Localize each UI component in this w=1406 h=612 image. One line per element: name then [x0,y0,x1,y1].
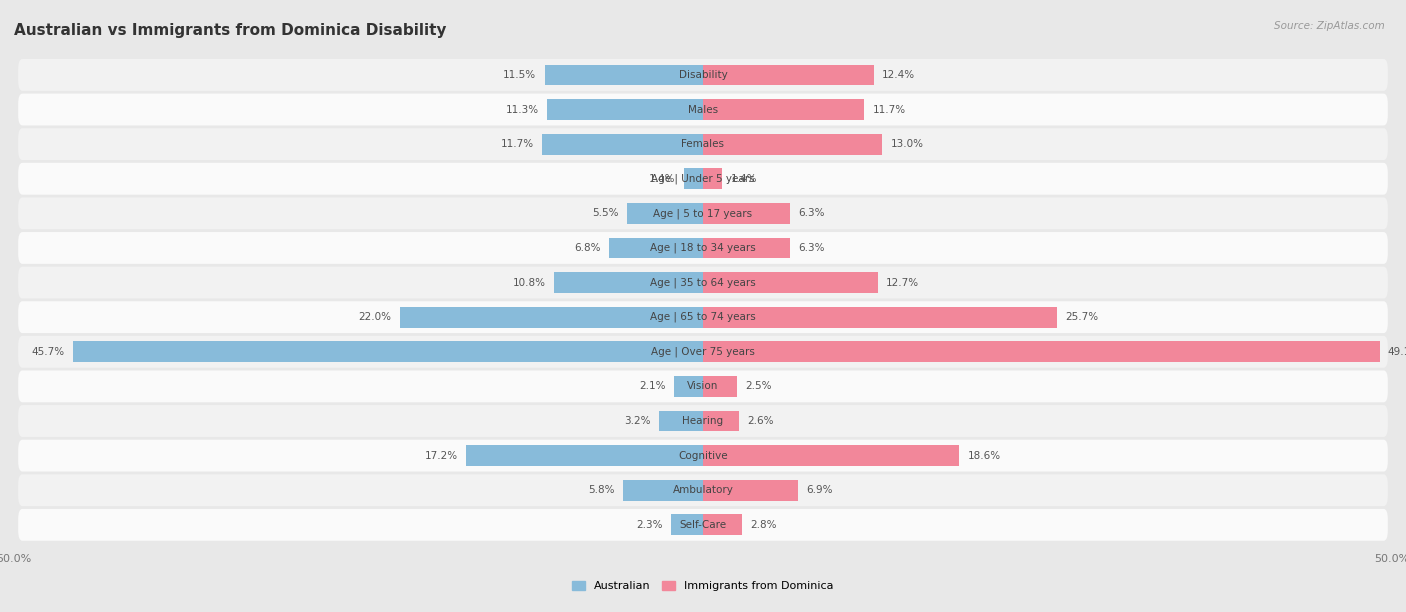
Bar [465,446,703,466]
Text: 45.7%: 45.7% [32,347,65,357]
Text: 2.3%: 2.3% [637,520,664,530]
Text: Age | 18 to 34 years: Age | 18 to 34 years [650,243,756,253]
Bar [703,168,723,189]
Text: 6.9%: 6.9% [807,485,832,495]
Bar [703,99,865,120]
Text: 2.5%: 2.5% [745,381,772,392]
Legend: Australian, Immigrants from Dominica: Australian, Immigrants from Dominica [568,576,838,595]
Bar [703,515,741,536]
Bar [703,480,799,501]
Bar [703,341,1379,362]
Text: 6.3%: 6.3% [799,243,824,253]
Text: Australian vs Immigrants from Dominica Disability: Australian vs Immigrants from Dominica D… [14,23,447,38]
Text: 10.8%: 10.8% [513,278,546,288]
Text: 12.7%: 12.7% [886,278,920,288]
Text: 22.0%: 22.0% [359,312,392,322]
Text: Females: Females [682,139,724,149]
Bar [659,411,703,431]
Text: Age | Over 75 years: Age | Over 75 years [651,346,755,357]
Bar [683,168,703,189]
Text: 25.7%: 25.7% [1066,312,1098,322]
Text: 1.4%: 1.4% [731,174,756,184]
Text: Age | Under 5 years: Age | Under 5 years [651,173,755,184]
Text: 12.4%: 12.4% [882,70,915,80]
Text: 13.0%: 13.0% [890,139,924,149]
Text: Age | 35 to 64 years: Age | 35 to 64 years [650,277,756,288]
Bar [73,341,703,362]
Text: 18.6%: 18.6% [967,450,1001,461]
Text: Males: Males [688,105,718,114]
Text: 11.7%: 11.7% [873,105,905,114]
Text: 2.1%: 2.1% [640,381,666,392]
Bar [547,99,703,120]
Text: 49.1%: 49.1% [1388,347,1406,357]
Bar [703,203,790,224]
Text: 11.3%: 11.3% [506,105,538,114]
Text: Cognitive: Cognitive [678,450,728,461]
Text: Source: ZipAtlas.com: Source: ZipAtlas.com [1274,21,1385,31]
Bar [609,237,703,258]
Text: 3.2%: 3.2% [624,416,651,426]
Bar [703,307,1057,327]
Bar [703,446,959,466]
FancyBboxPatch shape [18,370,1388,402]
FancyBboxPatch shape [18,94,1388,125]
Text: Ambulatory: Ambulatory [672,485,734,495]
Text: 17.2%: 17.2% [425,450,458,461]
Bar [703,64,875,85]
Text: Disability: Disability [679,70,727,80]
Bar [673,376,703,397]
Text: 6.8%: 6.8% [575,243,600,253]
Text: 6.3%: 6.3% [799,208,824,218]
Bar [541,134,703,154]
FancyBboxPatch shape [18,129,1388,160]
Bar [399,307,703,327]
Bar [703,376,738,397]
FancyBboxPatch shape [18,59,1388,91]
Text: 2.6%: 2.6% [747,416,773,426]
Bar [623,480,703,501]
FancyBboxPatch shape [18,232,1388,264]
FancyBboxPatch shape [18,267,1388,299]
FancyBboxPatch shape [18,509,1388,541]
FancyBboxPatch shape [18,439,1388,471]
Bar [703,134,882,154]
FancyBboxPatch shape [18,163,1388,195]
Text: Age | 5 to 17 years: Age | 5 to 17 years [654,208,752,218]
Text: Self-Care: Self-Care [679,520,727,530]
Text: 11.5%: 11.5% [503,70,536,80]
FancyBboxPatch shape [18,474,1388,506]
Bar [703,237,790,258]
Text: 11.7%: 11.7% [501,139,533,149]
FancyBboxPatch shape [18,336,1388,368]
Bar [554,272,703,293]
Text: Hearing: Hearing [682,416,724,426]
Text: 1.4%: 1.4% [650,174,675,184]
FancyBboxPatch shape [18,301,1388,333]
Bar [703,411,738,431]
Text: 2.8%: 2.8% [749,520,776,530]
Text: Vision: Vision [688,381,718,392]
Text: Age | 65 to 74 years: Age | 65 to 74 years [650,312,756,323]
Bar [544,64,703,85]
FancyBboxPatch shape [18,198,1388,230]
Bar [703,272,877,293]
Text: 5.5%: 5.5% [592,208,619,218]
Bar [627,203,703,224]
Text: 5.8%: 5.8% [588,485,614,495]
FancyBboxPatch shape [18,405,1388,437]
Bar [671,515,703,536]
